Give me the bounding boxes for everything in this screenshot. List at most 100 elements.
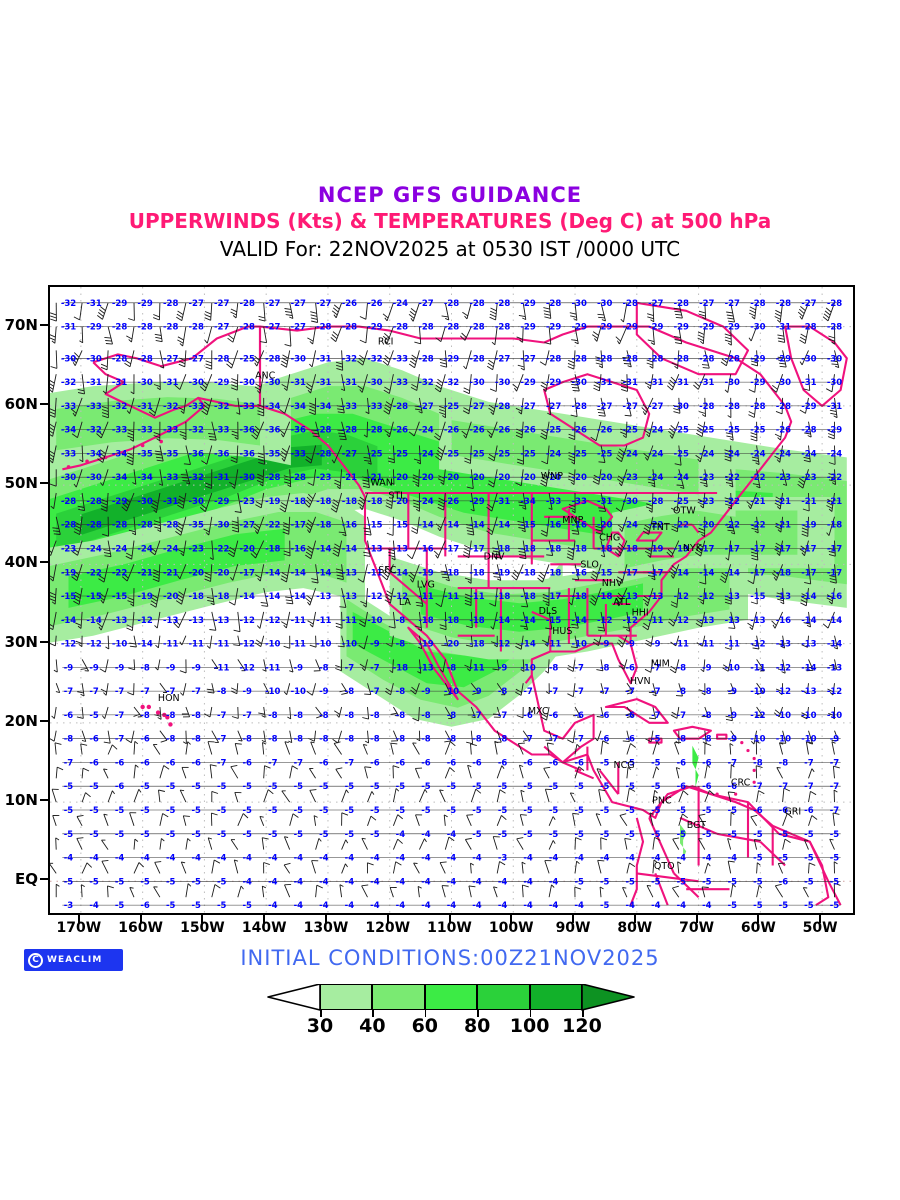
wind-barb xyxy=(390,706,399,717)
temperature-value: -30 xyxy=(137,378,152,388)
wind-barb xyxy=(385,635,394,647)
temperature-value: -13 xyxy=(750,616,765,626)
temperature-value: -28 xyxy=(316,449,331,459)
temperature-value: -20 xyxy=(418,473,433,483)
temperature-value: -5 xyxy=(625,782,635,792)
wind-barb xyxy=(53,659,58,673)
wind-barb xyxy=(670,588,680,608)
city-label: DLS xyxy=(539,606,558,617)
wind-barb xyxy=(414,767,423,779)
temperature-value: -8 xyxy=(64,735,74,745)
temperature-value: -12 xyxy=(776,663,791,673)
wind-barb xyxy=(358,611,368,628)
temperature-value: -12 xyxy=(367,592,382,602)
wind-barb xyxy=(462,540,472,559)
temperature-value: -31 xyxy=(597,497,612,507)
city-label: LVG xyxy=(417,580,435,591)
wind-barb xyxy=(231,421,239,440)
coast-path xyxy=(574,769,595,780)
temperature-value: -26 xyxy=(495,426,510,436)
wind-barb xyxy=(521,861,526,874)
wind-barb xyxy=(128,302,135,321)
island-marker xyxy=(740,741,744,745)
temperature-value: -11 xyxy=(291,616,306,626)
wind-barb xyxy=(261,837,269,850)
wind-barb xyxy=(600,740,609,755)
temperature-value: -28 xyxy=(86,497,101,507)
temperature-value: -5 xyxy=(549,806,559,816)
wind-barb xyxy=(366,862,374,874)
city-marker-NHV: NHV xyxy=(602,578,623,589)
temperature-value: -10 xyxy=(520,663,535,673)
wind-barb xyxy=(334,469,343,490)
map-panel[interactable]: -32 -31 -29 -29 -28 -27 -27 -28 -27 -27 -27 -26 -26-… xyxy=(48,285,855,915)
temperature-value: -31 xyxy=(214,473,229,483)
wind-barb xyxy=(414,397,423,414)
temperature-value: -6 xyxy=(396,758,406,768)
temperature-value: -5 xyxy=(242,782,252,792)
temperature-value: -34 xyxy=(86,449,101,459)
temperature-value: -16 xyxy=(546,521,561,531)
wind-barb xyxy=(724,326,732,346)
temperature-value: -31 xyxy=(291,378,306,388)
temperature-value: -4 xyxy=(549,901,559,911)
temperature-value: -7 xyxy=(625,687,635,697)
temperature-value: -29 xyxy=(367,323,382,333)
temperature-value: -12 xyxy=(623,616,638,626)
wind-barb xyxy=(443,814,448,826)
wind-barb xyxy=(121,492,135,512)
wind-barb xyxy=(544,326,552,345)
temperature-value: -28 xyxy=(393,323,408,333)
temperature-value: -28 xyxy=(725,354,740,364)
temperature-value: -30 xyxy=(801,354,816,364)
wind-barb xyxy=(620,302,628,323)
temperature-value: -23 xyxy=(623,473,638,483)
wind-barb xyxy=(698,838,706,850)
lon-tick xyxy=(757,915,760,923)
temperature-value: -8 xyxy=(472,735,482,745)
lat-label-40N: 40N xyxy=(4,553,38,572)
wind-barb xyxy=(263,789,274,803)
wind-barb xyxy=(546,540,554,556)
weaclim-logo[interactable]: C WEACLIM xyxy=(24,949,123,971)
wind-barb xyxy=(777,350,787,368)
temperature-value: -6 xyxy=(89,735,99,745)
temperature-value: -5 xyxy=(651,877,661,887)
wind-barb xyxy=(622,611,631,632)
temperature-value: -5 xyxy=(830,901,840,911)
wind-barb xyxy=(642,611,654,631)
wind-barb xyxy=(310,741,317,755)
wind-barb xyxy=(616,564,628,584)
temperature-value: -4 xyxy=(421,877,431,887)
wind-barb xyxy=(234,743,242,755)
temperature-value: -8 xyxy=(396,735,406,745)
temperature-value: -4 xyxy=(651,901,661,911)
temperature-value: -8 xyxy=(268,711,278,721)
wind-barb xyxy=(515,683,524,696)
temperature-value: -6 xyxy=(677,758,687,768)
temperature-value: -9 xyxy=(830,735,840,745)
lon-tick xyxy=(324,915,327,923)
wind-barb xyxy=(50,350,58,369)
temperature-value: -9 xyxy=(294,663,304,673)
temperature-value: -18 xyxy=(189,592,204,602)
temperature-value: -28 xyxy=(240,323,255,333)
wind-barb xyxy=(331,302,343,319)
temperature-value: -29 xyxy=(597,323,612,333)
temperature-value: -17 xyxy=(444,545,459,555)
city-label: HHI xyxy=(632,608,649,619)
wind-barb xyxy=(641,397,654,416)
temperature-value: -6 xyxy=(472,758,482,768)
wind-barb xyxy=(756,790,765,803)
wind-barb xyxy=(237,659,246,672)
temperature-value: -24 xyxy=(393,299,408,309)
wind-barb xyxy=(755,740,760,755)
temperature-value: -15 xyxy=(750,592,765,602)
temperature-value: -22 xyxy=(725,497,740,507)
wind-barb xyxy=(695,445,706,463)
lat-label-EQ: EQ xyxy=(15,870,38,889)
temperature-value: -10 xyxy=(801,735,816,745)
temperature-value: -7 xyxy=(115,711,125,721)
temperature-value: -4 xyxy=(600,854,610,864)
temperature-value: -5 xyxy=(345,806,355,816)
